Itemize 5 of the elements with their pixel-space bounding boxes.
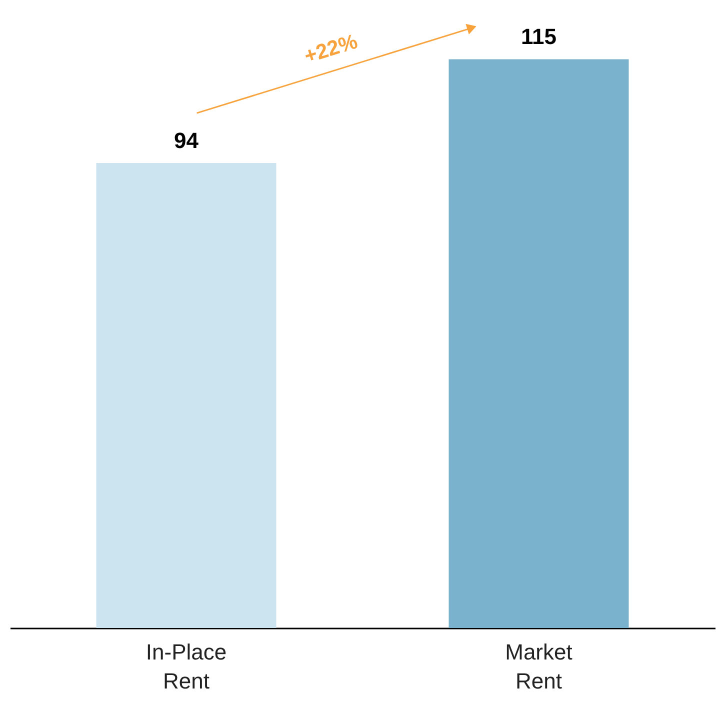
- annotation: +22%: [302, 30, 361, 68]
- data-label: 115: [521, 24, 556, 50]
- x-tick-label: Market Rent: [505, 640, 572, 694]
- data-label: 94: [174, 128, 200, 154]
- x-tick-label: In-Place Rent: [146, 640, 227, 694]
